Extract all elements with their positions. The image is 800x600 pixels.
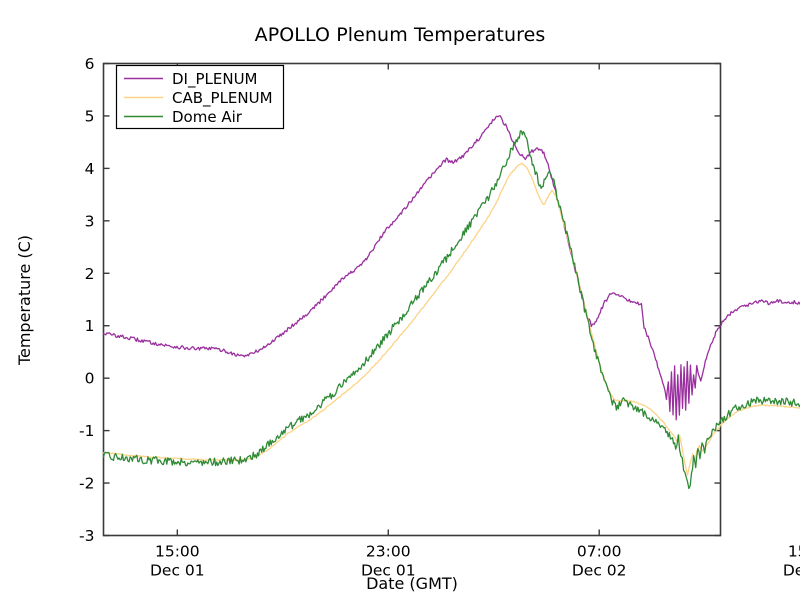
chart-title: APOLLO Plenum Temperatures xyxy=(254,24,546,46)
x-tick-time-label: 15:00 xyxy=(788,543,800,561)
series-lines xyxy=(102,115,800,490)
y-tick-label: -3 xyxy=(79,527,94,545)
x-tick-time-label: 07:00 xyxy=(577,543,622,561)
x-tick-time-label: 15:00 xyxy=(155,543,200,561)
y-tick-label: 1 xyxy=(85,317,95,335)
plot-frame xyxy=(102,62,722,537)
y-tick-label: 5 xyxy=(85,107,95,125)
x-tick-date-label: Dec 01 xyxy=(361,562,416,580)
series-line-dome-air xyxy=(102,130,800,490)
y-axis-ticks: -3 -2 -1 0 1 2 3 4 5 6 xyxy=(79,55,721,545)
legend-label-2: Dome Air xyxy=(172,108,243,126)
y-tick-label: 4 xyxy=(85,160,95,178)
y-tick-label: 3 xyxy=(85,212,95,230)
x-tick-time-label: 23:00 xyxy=(366,543,411,561)
y-tick-label: 6 xyxy=(85,55,95,73)
y-axis-title: Temperature (C) xyxy=(15,235,34,366)
legend-label-1: CAB_PLENUM xyxy=(172,89,273,108)
x-axis-title: Date (GMT) xyxy=(366,574,458,593)
y-tick-label: 0 xyxy=(85,370,95,388)
x-tick-date-label: Dec 01 xyxy=(150,562,205,580)
legend-label-0: DI_PLENUM xyxy=(172,70,258,89)
series-line-cab-plenum xyxy=(102,162,800,476)
series-line-di-plenum xyxy=(102,115,800,421)
y-tick-label: 2 xyxy=(85,265,95,283)
x-tick-date-label: Dec 02 xyxy=(572,562,627,580)
y-tick-label: -1 xyxy=(79,422,94,440)
x-tick-date-label: Dec 02 xyxy=(783,562,800,580)
y-tick-label: -2 xyxy=(79,475,94,493)
